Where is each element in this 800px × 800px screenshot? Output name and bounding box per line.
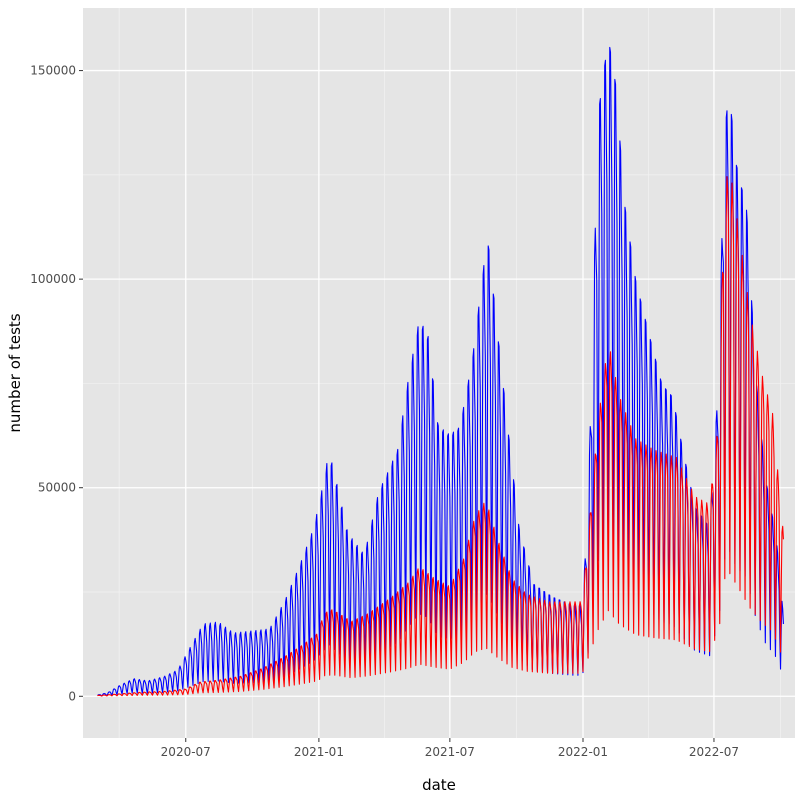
grid-major — [83, 8, 795, 738]
y-axis-title: number of tests — [6, 313, 24, 432]
y-tick-label: 50000 — [38, 481, 76, 495]
x-tick-label: 2021-01 — [294, 745, 344, 759]
x-tick-label: 2022-01 — [558, 745, 608, 759]
y-tick-label: 100000 — [30, 272, 76, 286]
x-axis: 2020-07 2021-01 2021-07 2022-01 2022-07 — [161, 738, 739, 759]
x-axis-title: date — [422, 776, 456, 794]
grid-minor — [83, 8, 795, 738]
y-tick-label: 150000 — [30, 64, 76, 78]
x-tick-label: 2020-07 — [161, 745, 211, 759]
panel-background — [83, 8, 795, 738]
x-tick-label: 2021-07 — [425, 745, 475, 759]
y-axis: 0 50000 100000 150000 — [30, 64, 83, 703]
x-tick-label: 2022-07 — [689, 745, 739, 759]
y-tick-label: 0 — [68, 689, 76, 703]
series-line-2 — [97, 176, 784, 697]
series-layer — [97, 46, 784, 697]
